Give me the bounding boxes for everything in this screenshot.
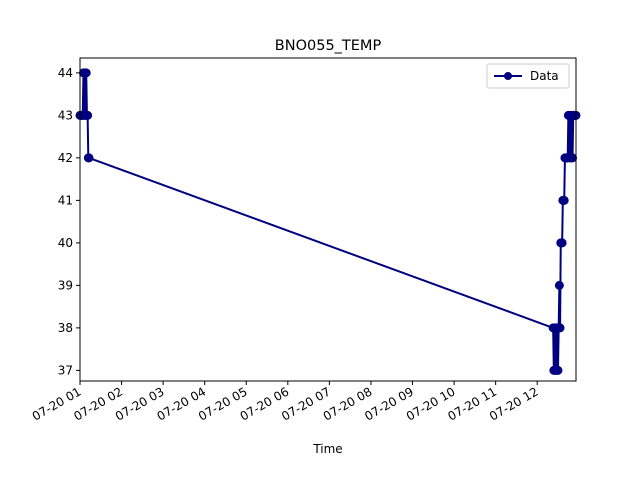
data-point: [84, 153, 94, 163]
plot-area: [75, 57, 581, 382]
legend-box: [486, 63, 570, 89]
series-line: [80, 71, 577, 372]
data-point: [81, 68, 91, 78]
y-axis: 37 38 39 40 41 42 43 44: [58, 66, 80, 377]
y-tick-label: 43: [58, 108, 73, 122]
y-tick-label: 38: [58, 321, 73, 335]
plot-frame: [79, 57, 577, 382]
chart-title: BNO055_TEMP: [275, 38, 382, 54]
legend-label: Data: [530, 69, 559, 83]
data-point: [83, 110, 93, 120]
x-axis-label: Time: [312, 442, 342, 456]
y-tick-label: 44: [58, 66, 73, 80]
y-tick-label: 39: [58, 278, 73, 292]
data-point: [557, 238, 567, 248]
data-point: [555, 323, 565, 333]
data-point: [568, 153, 578, 163]
legend-marker-swatch: [504, 72, 512, 80]
y-tick-label: 41: [58, 193, 73, 207]
y-tick-label: 37: [58, 363, 73, 377]
y-tick-label: 42: [58, 151, 73, 165]
data-point: [554, 280, 564, 290]
data-point: [559, 195, 569, 205]
legend: Data: [486, 63, 570, 89]
data-point: [553, 365, 563, 375]
y-tick-label: 40: [58, 236, 73, 250]
